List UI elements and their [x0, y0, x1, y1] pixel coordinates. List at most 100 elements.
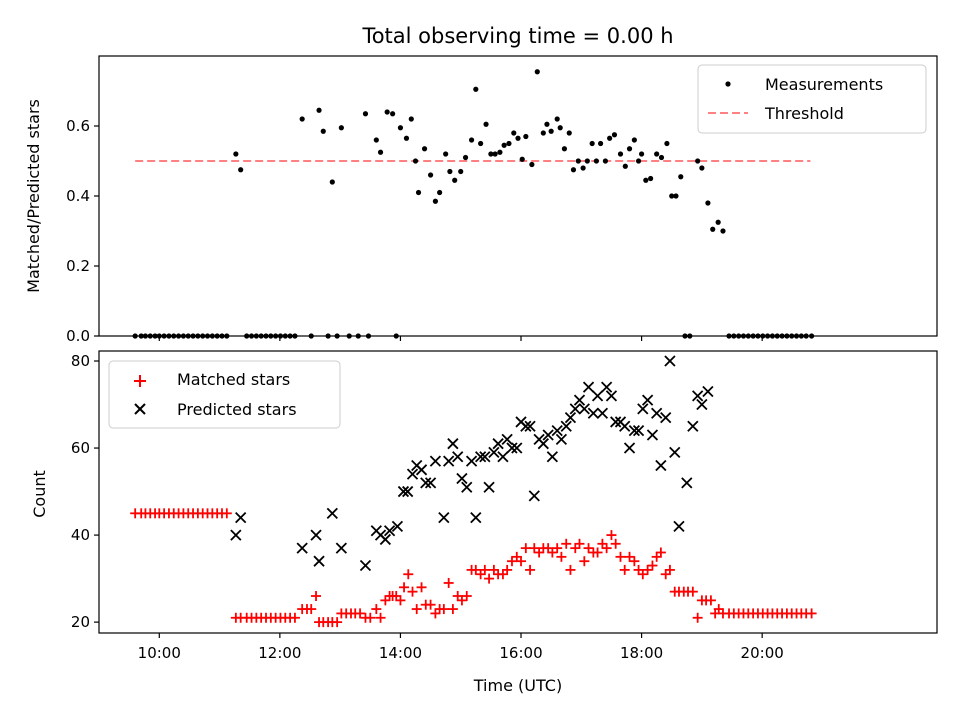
matched-star-point [655, 547, 666, 558]
predicted-star-point [537, 438, 549, 450]
measurement-point [403, 135, 410, 141]
matched-star-point [601, 543, 612, 554]
measurement-point [511, 130, 517, 136]
measurement-point [458, 168, 464, 175]
predicted-star-point [474, 451, 487, 463]
matched-star-point [619, 564, 630, 575]
legend-predicted-label: Predicted stars [177, 400, 297, 419]
measurement-point [575, 158, 581, 164]
predicted-star-point [628, 425, 640, 437]
matched-star-point [443, 577, 454, 588]
measurement-point [669, 193, 675, 199]
matched-star-point [399, 582, 410, 593]
measurement-point [607, 135, 613, 141]
predicted-star-point [587, 407, 599, 419]
matched-star-point [583, 543, 594, 554]
matched-star-point [470, 564, 481, 575]
predicted-star-point [492, 438, 504, 450]
predicted-star-point [379, 533, 392, 546]
predicted-star-point [383, 525, 396, 537]
matched-star-point [637, 569, 648, 580]
matched-star-point [692, 612, 703, 623]
predicted-star-point [465, 455, 478, 467]
predicted-star-point [524, 420, 536, 432]
predicted-star-point [230, 529, 242, 541]
measurement-point [631, 137, 637, 143]
measurement-point [238, 167, 244, 173]
legend-measurements-marker [725, 81, 731, 87]
predicted-star-point [542, 429, 554, 441]
y-tick-label: 0.2 [66, 257, 90, 275]
matched-star-point [306, 604, 317, 615]
predicted-star-point [488, 446, 500, 459]
measurement-point [648, 175, 654, 182]
measurement-point [408, 116, 414, 122]
measurement-point [635, 158, 642, 164]
top-legend-box [697, 64, 927, 134]
measurement-point [452, 177, 458, 183]
measurement-point [584, 158, 590, 164]
measurement-point [483, 121, 489, 127]
measurement-point [664, 140, 670, 147]
predicted-star-point [641, 394, 654, 406]
measurement-point [421, 146, 428, 152]
matched-star-point [289, 612, 300, 623]
predicted-star-point [235, 512, 247, 524]
measurement-point [415, 189, 422, 196]
measurement-point [695, 158, 701, 164]
matched-star-point [407, 586, 418, 597]
matched-star-point [375, 612, 386, 623]
measurement-point [447, 168, 453, 175]
measurement-point [488, 151, 494, 157]
predicted-star-point [591, 390, 604, 402]
predicted-star-point [359, 559, 372, 572]
predicted-star-point [447, 438, 459, 450]
matched-star-point [574, 538, 585, 549]
matched-star-point [438, 604, 449, 615]
matched-star-point [529, 543, 540, 554]
matched-star-point [456, 595, 467, 606]
predicted-star-point [420, 477, 432, 489]
predicted-stars-series [230, 355, 714, 572]
predicted-star-point [506, 442, 518, 454]
predicted-star-point [564, 411, 577, 424]
measurement-point [699, 165, 705, 171]
matched-star-point [365, 612, 376, 623]
measurement-point [299, 116, 305, 122]
measurement-point [638, 151, 645, 157]
predicted-star-point [397, 485, 410, 498]
bottom-y-ticks: 20 40 60 80 [71, 352, 99, 631]
legend-matched-marker [134, 375, 146, 387]
legend-measurements-label: Measurements [765, 75, 883, 94]
predicted-star-point [335, 542, 347, 554]
legend-matched-label: Matched stars [177, 370, 290, 389]
x-tick-label: 14:00 [379, 644, 422, 662]
predicted-star-point [687, 420, 699, 432]
bottom-axes-frame [98, 350, 938, 634]
measurement-point [705, 200, 711, 206]
predicted-star-point [555, 433, 568, 445]
predicted-star-point [573, 394, 586, 406]
matched-star-point [547, 547, 558, 558]
measurement-point [515, 135, 521, 141]
measurement-point [462, 154, 469, 161]
measurement-point [468, 137, 475, 143]
bottom-x-ticks: 10:00 12:00 14:00 16:00 18:00 20:00 [138, 633, 784, 662]
x-tick-label: 18:00 [620, 644, 663, 662]
matched-star-point [355, 608, 366, 619]
y-tick-label: 40 [71, 526, 90, 544]
predicted-star-point [637, 403, 649, 415]
predicted-star-point [560, 420, 572, 432]
predicted-star-point [692, 390, 704, 402]
matched-star-point [403, 569, 414, 580]
predicted-star-point [673, 520, 685, 533]
matched-star-point [579, 556, 590, 567]
predicted-star-point [596, 407, 609, 419]
measurement-point [673, 193, 679, 199]
matched-star-point [425, 599, 436, 610]
measurement-point [534, 69, 540, 75]
predicted-star-point [456, 472, 468, 485]
x-tick-label: 12:00 [258, 644, 301, 662]
matched-star-point [664, 564, 675, 575]
measurement-point [427, 172, 434, 178]
